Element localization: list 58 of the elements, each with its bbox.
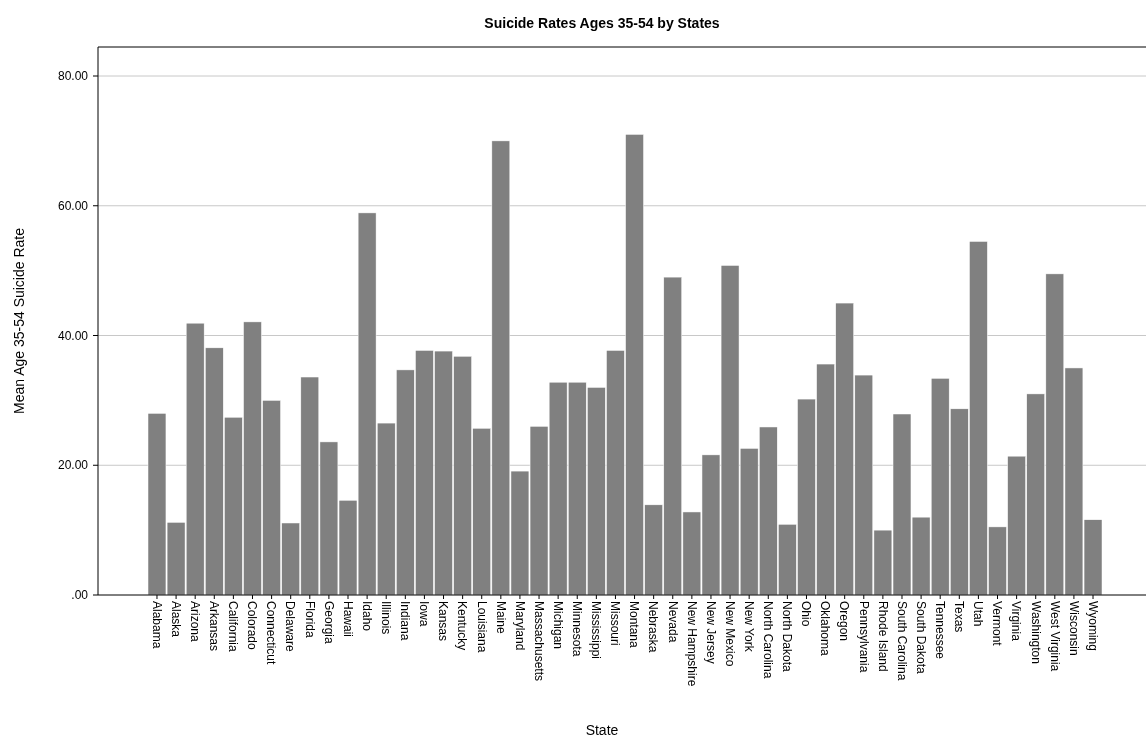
x-tick-label: Georgia [321, 601, 336, 645]
x-tick-label: Washington [1028, 601, 1043, 664]
chart-title: Suicide Rates Ages 35-54 by States [484, 15, 720, 31]
x-tick-label: Delaware [283, 601, 298, 653]
y-tick-label: 60.00 [57, 198, 89, 213]
x-axis-title: State [585, 722, 619, 738]
x-tick-label: Connecticut [264, 601, 279, 666]
x-tick-label: Arizona [187, 601, 202, 643]
x-tick-label: Mississippi [589, 601, 604, 660]
x-tick-label: Florida [302, 601, 317, 639]
x-tick-label: Minnesota [570, 601, 585, 657]
x-tick-label: California [226, 601, 241, 653]
x-tick-label: Oregon [837, 601, 852, 642]
x-tick-label: Nevada [665, 601, 680, 643]
x-tick-label: Vermont [990, 601, 1005, 647]
x-tick-label: Missouri [608, 601, 623, 646]
y-tick-label: 40.00 [57, 328, 89, 343]
x-tick-label: Michigan [550, 601, 565, 650]
x-tick-label: Kentucky [455, 601, 470, 651]
x-tick-label: Nebraska [646, 601, 661, 653]
y-tick-label: 20.00 [57, 458, 89, 473]
x-tick-label: Kansas [436, 601, 451, 642]
x-tick-label: South Carolina [894, 601, 909, 681]
x-tick-label: Maryland [512, 601, 527, 651]
x-tick-label: Arkansas [207, 601, 222, 652]
x-tick-label: North Dakota [780, 601, 795, 673]
y-tick-label: 80.00 [57, 69, 89, 84]
x-tick-label: Pennsylvania [856, 601, 871, 673]
y-axis-title: Mean Age 35-54 Suicide Rate [11, 227, 27, 415]
x-tick-label: Texas [952, 601, 967, 633]
x-tick-label: Virginia [1009, 601, 1024, 642]
x-tick-label: West Virginia [1047, 601, 1062, 672]
x-tick-label: New Mexico [722, 601, 737, 667]
x-tick-label: Illinois [379, 601, 394, 635]
x-tick-label: Hawaii [340, 601, 355, 638]
x-tick-label: Tennessee [933, 601, 947, 660]
x-tick-label: Iowa [417, 601, 432, 627]
x-tick-label: Alaska [168, 601, 183, 638]
x-tick-label: Maine [493, 601, 508, 635]
x-tick-label: Indiana [398, 601, 413, 641]
x-tick-label: Alabama [149, 601, 164, 649]
x-tick-label: Wisconsin [1066, 601, 1081, 656]
x-tick-label: South Dakota [913, 601, 928, 675]
x-tick-label: Utah [971, 601, 986, 627]
x-tick-label: Rhode Island [875, 601, 890, 672]
x-tick-label: Ohio [799, 601, 814, 627]
x-tick-label: New Jersey [703, 601, 718, 664]
x-tick-label: Louisiana [474, 601, 489, 653]
x-tick-label: New Hampshire [684, 601, 699, 687]
x-tick-label: Montana [627, 601, 642, 649]
x-tick-label: Idaho [359, 601, 374, 632]
x-tick-label: North Carolina [761, 601, 776, 679]
x-tick-label: Oklahoma [818, 601, 833, 657]
x-tick-label: New York [741, 601, 756, 653]
x-tick-label: Massachusetts [531, 601, 546, 682]
x-tick-label: Wyoming [1085, 601, 1100, 651]
x-tick-label: Colorado [245, 601, 260, 651]
y-tick-label: .00 [71, 588, 89, 603]
